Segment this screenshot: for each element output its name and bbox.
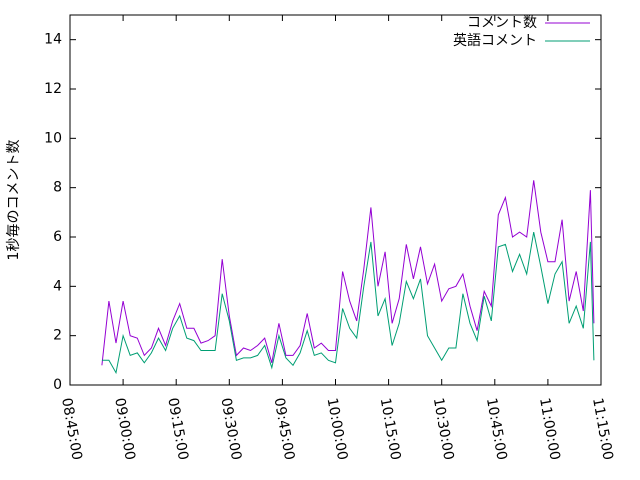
- y-tick-label: 6: [53, 229, 62, 245]
- legend-label: コメント数: [467, 15, 537, 31]
- y-tick-label: 14: [44, 32, 62, 48]
- y-tick-label: 12: [44, 81, 62, 97]
- legend-label: 英語コメント: [453, 32, 537, 49]
- y-axis-label: 1秒毎のコメント数: [6, 140, 22, 261]
- y-tick-label: 8: [53, 180, 62, 196]
- y-tick-label: 0: [53, 377, 62, 393]
- plot-border: [69, 14, 602, 386]
- y-tick-label: 4: [53, 278, 62, 294]
- data-line: [101, 180, 595, 366]
- y-tick-label: 10: [44, 130, 62, 146]
- y-tick-label: 2: [53, 328, 62, 344]
- data-line: [101, 231, 595, 375]
